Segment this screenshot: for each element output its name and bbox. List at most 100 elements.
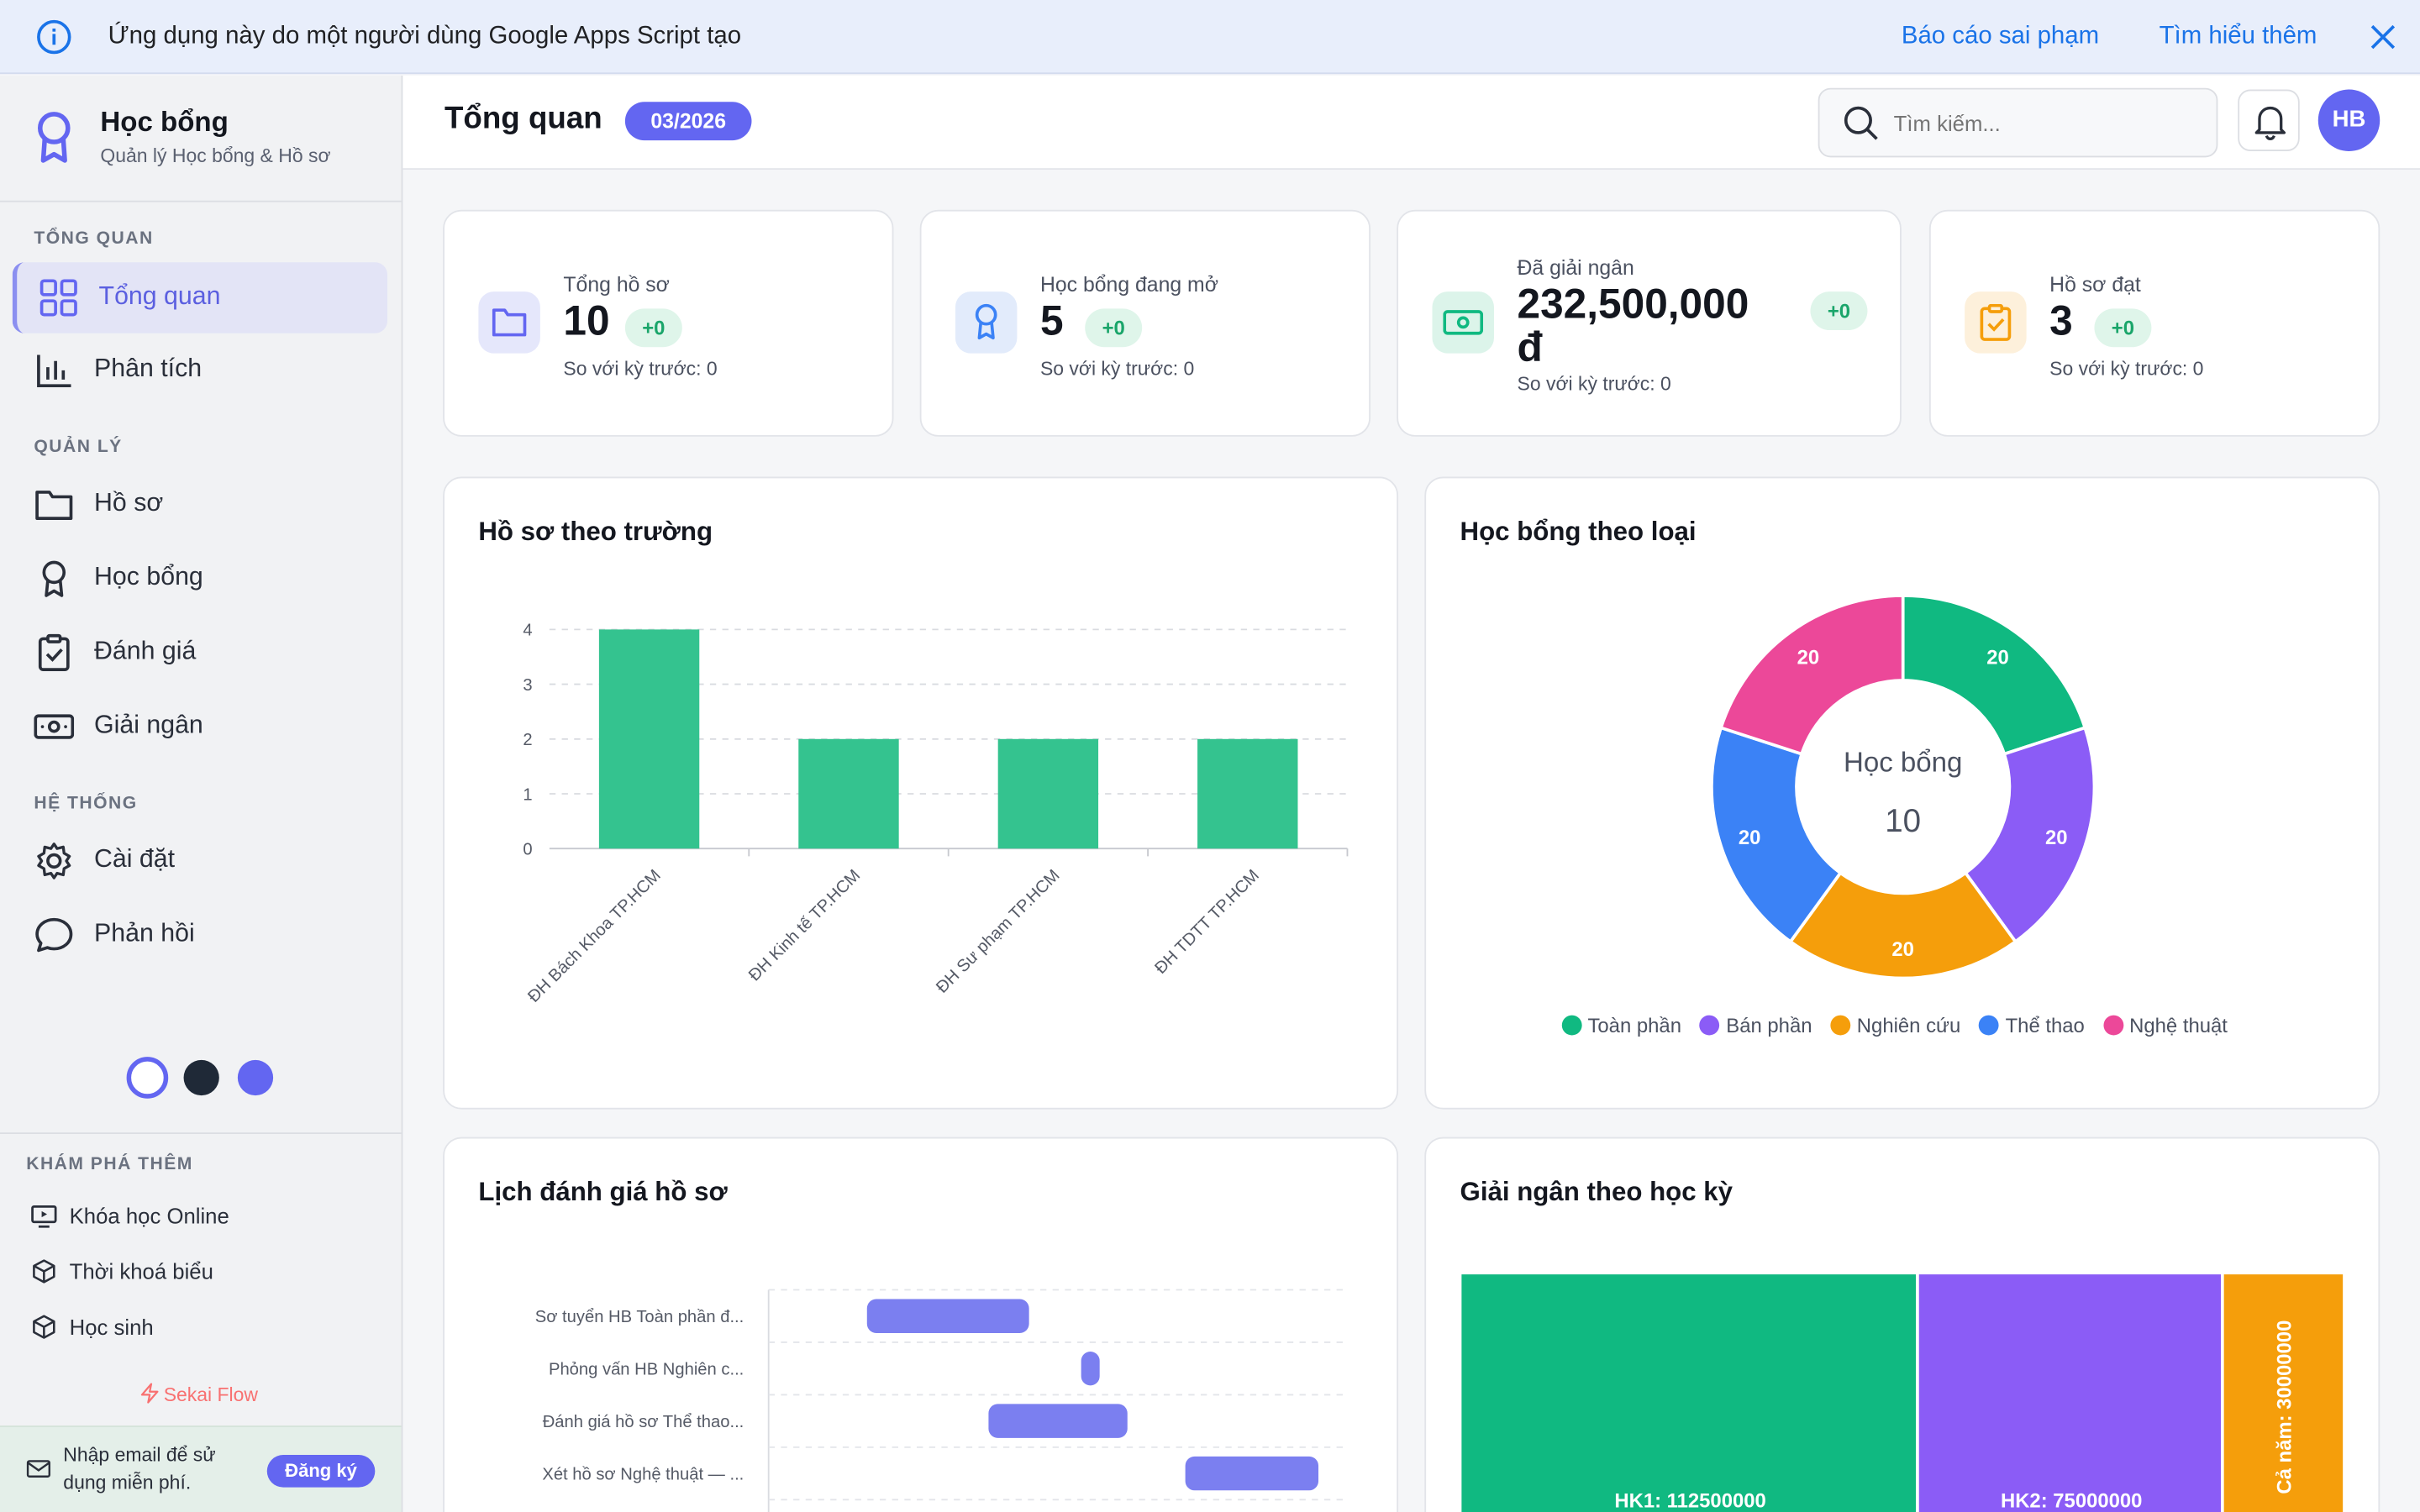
lightning-icon xyxy=(140,1383,159,1404)
sidebar-item-evaluation[interactable]: Đánh giá xyxy=(13,617,387,688)
x-tick-label: ĐH Kinh tế TP.HCM xyxy=(745,866,864,984)
gantt-chart: Sơ tuyển HB Toàn phần đ... Phỏng vấn HB N… xyxy=(535,1289,1348,1512)
folder-icon xyxy=(492,308,527,337)
task-label: Phỏng vấn HB Nghiên c... xyxy=(549,1361,744,1379)
stat-card-open-scholarships: Học bổng đang mở 5 +0 So với kỳ trước: 0 xyxy=(919,209,1371,437)
slice-value-label: 20 xyxy=(1891,938,1914,961)
page-title: Tổng quan xyxy=(444,102,602,136)
treemap-chart: HK1: 112500000 HK2: 75000000 Cả năm: 30000… xyxy=(1461,1274,2344,1512)
stat-value: 5 xyxy=(1039,297,1064,344)
cash-icon xyxy=(1443,310,1484,335)
period-badge: 03/2026 xyxy=(624,102,752,141)
sidebar-item-analytics[interactable]: Phân tích xyxy=(13,335,387,406)
task-label: Sơ tuyển HB Toàn phần đ... xyxy=(535,1308,744,1326)
signup-button[interactable]: Đăng ký xyxy=(266,1455,376,1488)
chart-card-evaluation-schedule: Lịch đánh giá hồ sơ Sơ tuyển HB Toàn phầ… xyxy=(443,1137,1399,1512)
stat-card-total-profiles: Tổng hồ sơ 10 +0 So với kỳ trước: 0 xyxy=(443,209,894,437)
chart-title: Lịch đánh giá hồ sơ xyxy=(478,1177,728,1207)
divider xyxy=(0,1132,402,1134)
notifications-button[interactable] xyxy=(2238,89,2300,151)
search-input[interactable] xyxy=(1893,104,2203,142)
cube-icon xyxy=(33,1315,55,1339)
theme-dark-swatch[interactable] xyxy=(183,1059,219,1096)
legend-swatch xyxy=(1700,1015,1720,1036)
gantt-bar xyxy=(866,1299,1029,1333)
bar xyxy=(798,738,899,849)
sidebar-item-label: Cài đặt xyxy=(94,845,176,874)
legend-swatch xyxy=(1979,1015,2000,1036)
theme-indigo-swatch[interactable] xyxy=(237,1059,274,1096)
legend-label: Toàn phần xyxy=(1587,1013,1682,1037)
brand-subtitle: Quản lý Học bổng & Hồ sơ xyxy=(100,144,331,167)
explore-students[interactable]: Học sinh xyxy=(69,1314,154,1340)
sidebar-item-profiles[interactable]: Hồ sơ xyxy=(13,469,387,539)
apps-script-banner: Ứng dụng này do một người dùng Google Ap… xyxy=(0,0,2420,75)
task-label: Xét hồ sơ Nghệ thuật — ... xyxy=(542,1465,744,1483)
stat-value: 10 xyxy=(563,297,610,344)
y-tick-label: 1 xyxy=(523,785,532,804)
sidebar-item-disbursement[interactable]: Giải ngân xyxy=(13,691,387,762)
stat-delta-badge: +0 xyxy=(2094,308,2152,348)
treemap-label: HK1: 112500000 xyxy=(1614,1489,1765,1512)
sidebar-item-settings[interactable]: Cài đặt xyxy=(13,826,387,896)
legend-label: Nghệ thuật xyxy=(2129,1013,2228,1037)
dashboard-icon xyxy=(39,279,77,317)
legend-item[interactable]: Bán phần xyxy=(1700,1014,1812,1037)
sidebar-item-label: Phân tích xyxy=(94,354,203,383)
theme-light-swatch[interactable] xyxy=(126,1057,169,1099)
stat-compare: So với kỳ trước: 0 xyxy=(563,358,718,380)
legend-item[interactable]: Nghệ thuật xyxy=(2102,1013,2228,1037)
legend-item[interactable]: Thể thao xyxy=(1979,1014,2085,1037)
section-system: HỆ THỐNG xyxy=(34,794,138,813)
legend-item[interactable]: Nghiên cứu xyxy=(1830,1014,1960,1037)
cube-icon xyxy=(33,1259,55,1284)
avatar[interactable]: HB xyxy=(2317,89,2381,151)
section-manage: QUẢN LÝ xyxy=(34,438,123,457)
chart-legend: Toàn phần Bán phần Nghiên cứu Thể thao Nghệ … xyxy=(1426,1014,2381,1037)
treemap-label: HK2: 75000000 xyxy=(2001,1489,2142,1512)
chart-card-scholarships-by-type: Học bổng theo loại Học bổng 10 20 20 20 20 2… xyxy=(1424,476,2381,1110)
stat-card-disbursed: Đã giải ngân 232,500,000 đ +0 So với kỳ … xyxy=(1397,209,1902,437)
section-overview: TỔNG QUAN xyxy=(34,229,154,249)
sidebar-item-feedback[interactable]: Phản hồi xyxy=(13,900,387,970)
legend-item[interactable]: Toàn phần xyxy=(1561,1014,1681,1037)
explore-timetable[interactable]: Thời khoá biểu xyxy=(69,1258,213,1284)
bar xyxy=(1197,738,1298,849)
credit-link[interactable]: Sekai Flow xyxy=(163,1383,258,1406)
y-tick-label: 3 xyxy=(523,676,532,695)
stat-value: 232,500,000 xyxy=(1517,281,1749,328)
mail-icon xyxy=(26,1460,50,1478)
stat-icon-box xyxy=(478,291,540,354)
gear-icon xyxy=(37,843,71,879)
treemap-cell xyxy=(2223,1274,2344,1512)
sidebar-item-label: Giải ngân xyxy=(94,711,203,739)
slice-value-label: 20 xyxy=(2045,827,2068,849)
bar-chart: 0 1 2 3 4 ĐH Bách Khoa TP.HCM ĐH Kinh tế TP.HC… xyxy=(523,622,1349,1006)
sidebar-item-overview[interactable]: Tổng quan xyxy=(12,262,388,333)
sidebar-item-label: Tổng quan xyxy=(98,282,221,311)
explore-online-courses[interactable]: Khóa học Online xyxy=(69,1203,229,1229)
sidebar-item-label: Phản hồi xyxy=(94,919,195,948)
sidebar: Học bổng Quản lý Học bổng & Hồ sơ TỔNG Q… xyxy=(0,76,403,1512)
award-icon xyxy=(975,303,997,340)
chart-title: Hồ sơ theo trường xyxy=(478,517,713,547)
search-box[interactable] xyxy=(1818,87,2218,158)
stat-compare: So với kỳ trước: 0 xyxy=(1517,373,1671,396)
report-abuse-link[interactable]: Báo cáo sai phạm xyxy=(1901,23,2100,50)
legend-label: Bán phần xyxy=(1726,1013,1812,1037)
treemap-cell xyxy=(1918,1274,2221,1512)
chart-card-disbursement-by-term: Giải ngân theo học kỳ HK1: 112500000 HK2:… xyxy=(1424,1137,2381,1512)
close-icon[interactable] xyxy=(2369,24,2396,51)
info-icon xyxy=(37,19,71,55)
stat-icon-box xyxy=(1432,291,1494,354)
gantt-bar xyxy=(1185,1456,1319,1491)
folder-icon xyxy=(35,491,73,520)
donut-slice xyxy=(1710,726,1843,944)
award-logo-icon xyxy=(37,112,71,163)
learn-more-link[interactable]: Tìm hiểu thêm xyxy=(2159,23,2317,50)
top-bar: Tổng quan 03/2026 HB xyxy=(402,76,2420,171)
gantt-bar xyxy=(988,1404,1128,1438)
brand-title: Học bổng xyxy=(100,106,229,138)
stat-compare: So với kỳ trước: 0 xyxy=(2049,358,2204,380)
sidebar-item-scholarships[interactable]: Học bổng xyxy=(13,543,387,614)
